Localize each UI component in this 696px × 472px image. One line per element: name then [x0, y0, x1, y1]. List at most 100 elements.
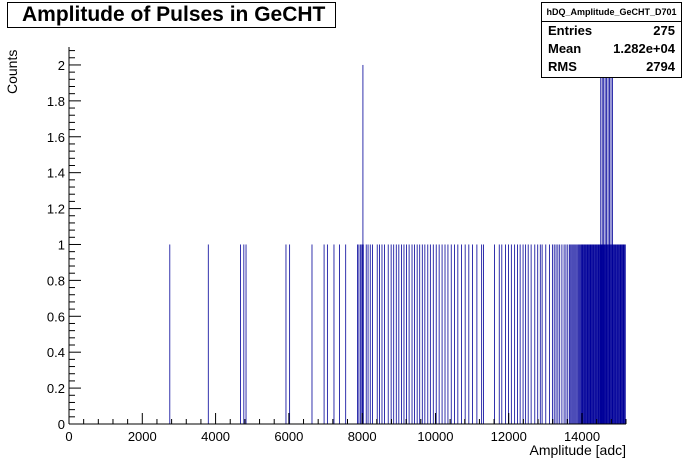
- histogram-bar: [323, 244, 325, 424]
- histogram-bar: [599, 244, 601, 424]
- histogram-bar: [505, 244, 506, 424]
- histogram-bar: [580, 244, 581, 424]
- histogram-bar: [454, 244, 455, 424]
- histogram-bar: [593, 244, 595, 424]
- histogram-bar: [557, 244, 559, 424]
- histogram-bar: [606, 64, 608, 424]
- histogram-bar: [534, 244, 536, 424]
- histogram-bar: [362, 64, 364, 424]
- histogram-bar: [207, 244, 209, 424]
- histogram-bar: [604, 64, 606, 424]
- histogram-bar: [401, 244, 402, 424]
- y-tick-label: 0.4: [47, 345, 65, 360]
- histogram-bar: [464, 244, 466, 424]
- x-tick-label: 12000: [491, 429, 527, 444]
- histogram-bar: [345, 244, 347, 424]
- histogram-bar: [519, 244, 521, 424]
- histogram-bar: [527, 244, 529, 424]
- histogram-bar: [586, 244, 588, 424]
- histogram-bar: [581, 244, 583, 424]
- histogram-bar: [403, 244, 405, 424]
- histogram-bar: [537, 244, 539, 424]
- histogram-bar: [365, 244, 367, 424]
- histogram-bar: [617, 244, 619, 424]
- histogram-bar: [406, 244, 407, 424]
- x-tick-label: 2000: [128, 429, 157, 444]
- histogram-bar: [569, 244, 571, 424]
- histogram-bar: [372, 244, 373, 424]
- y-tick-label: 1.4: [47, 166, 65, 181]
- histogram-bar: [549, 244, 550, 424]
- histogram-bar: [545, 244, 547, 424]
- histogram-bar: [387, 244, 389, 424]
- histogram-bar: [551, 244, 553, 424]
- axes: 0 2000 4000 6000 8000 10000 12000 14000 0 0.2 0.4 0…: [47, 47, 627, 444]
- x-tick-label: 0: [65, 429, 72, 444]
- histogram-bar: [379, 244, 380, 424]
- stats-label: Mean: [548, 41, 582, 56]
- histogram-bar: [567, 244, 569, 424]
- histogram-bar: [361, 244, 363, 424]
- histogram-bar: [619, 244, 621, 424]
- histogram-bar: [621, 244, 623, 424]
- histogram-bar: [616, 244, 617, 424]
- histogram-bar: [573, 244, 575, 424]
- histogram-bar: [603, 64, 605, 424]
- histogram-bar: [591, 244, 592, 424]
- histogram-bar: [494, 244, 495, 424]
- histogram-bar: [597, 244, 598, 424]
- histogram-bar: [621, 244, 623, 424]
- histogram-bar: [435, 244, 437, 424]
- histogram-bar: [585, 244, 587, 424]
- stats-value: 2794: [646, 59, 675, 74]
- histogram-bar: [609, 64, 610, 424]
- histogram-bar: [311, 244, 313, 424]
- histogram-bar: [595, 244, 597, 424]
- stats-value: 1.282e+04: [613, 41, 675, 56]
- histogram-bar: [565, 244, 567, 424]
- histogram-bar: [589, 244, 591, 424]
- histogram-bar: [588, 244, 590, 424]
- histogram-bar: [333, 244, 335, 424]
- histogram-bar: [395, 244, 397, 424]
- histogram-bar: [623, 244, 625, 424]
- histogram-bar: [618, 244, 620, 424]
- histogram-bar: [444, 244, 446, 424]
- histogram-bar: [390, 244, 392, 424]
- histogram-bar: [587, 244, 589, 424]
- y-tick-label: 0.8: [47, 273, 65, 288]
- histogram-bar: [594, 244, 595, 424]
- histogram-bar: [600, 64, 602, 424]
- histogram-bar: [398, 244, 400, 424]
- histogram-bar: [522, 244, 524, 424]
- histogram-bar: [450, 244, 452, 424]
- histogram-bar: [483, 244, 484, 424]
- histogram-bar: [619, 244, 620, 424]
- histogram-bar: [468, 244, 470, 424]
- y-tick-label: 0.6: [47, 309, 65, 324]
- histogram-bar: [245, 244, 247, 424]
- histogram-bar: [584, 244, 586, 424]
- x-tick-label: 8000: [348, 429, 377, 444]
- histogram-bar: [563, 244, 565, 424]
- histogram-bar: [427, 244, 429, 424]
- histogram-bar: [590, 244, 592, 424]
- histogram-bar: [530, 244, 532, 424]
- histogram-bar: [358, 244, 360, 424]
- histogram-bar: [555, 244, 557, 424]
- histogram-bar: [583, 244, 585, 424]
- histogram-bar: [432, 244, 434, 424]
- y-tick-label: 1.2: [47, 202, 65, 217]
- histogram-bar: [586, 244, 587, 424]
- histogram-bar: [616, 244, 618, 424]
- histogram-bar: [461, 244, 462, 424]
- histogram-bar: [472, 244, 473, 424]
- histogram-bar: [583, 244, 584, 424]
- stats-row-mean: Mean 1.282e+04: [542, 40, 681, 58]
- histogram-bar: [597, 244, 599, 424]
- y-tick-label: 1.8: [47, 94, 65, 109]
- histogram-bar: [613, 244, 614, 424]
- histogram-bar: [501, 244, 503, 424]
- histogram-bar: [169, 244, 171, 424]
